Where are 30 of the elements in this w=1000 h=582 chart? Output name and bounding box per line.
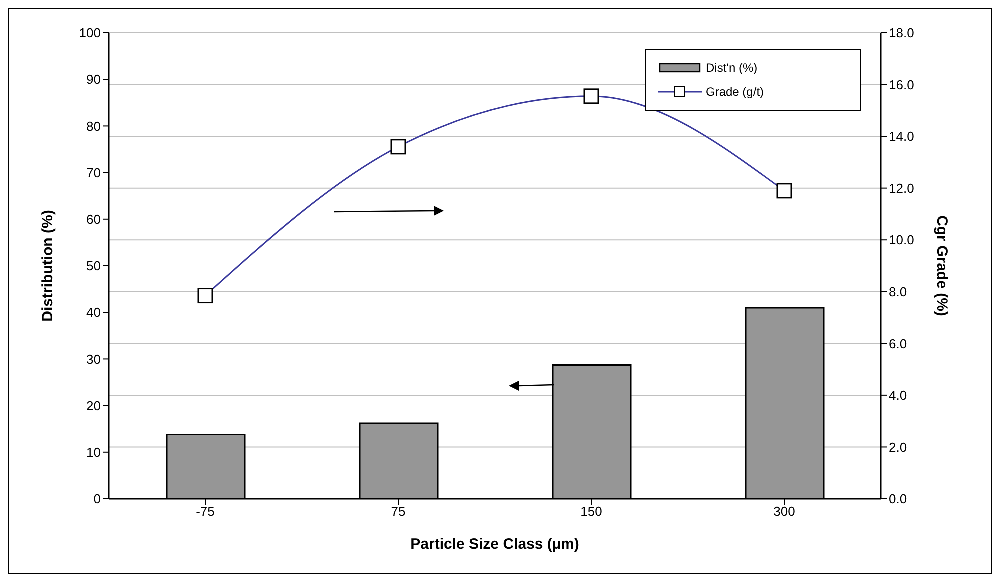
x-tick-label: -75 (196, 504, 215, 520)
legend-label: Dist'n (%) (706, 61, 758, 75)
y-tick-label: 40 (86, 305, 101, 320)
y2-tick-label: 8.0 (889, 284, 908, 300)
y-tick-label: 10 (86, 445, 101, 460)
y2-tick-label: 14.0 (889, 129, 914, 144)
y2-tick-label: 6.0 (889, 336, 908, 352)
y2-tick-label: 12.0 (889, 180, 914, 196)
y-tick-label: 80 (86, 118, 101, 134)
y-tick-label: 50 (86, 258, 101, 274)
y-tick-label: 0 (94, 492, 101, 507)
x-axis-title: Particle Size Class (µm) (410, 536, 580, 553)
x-tick-label: 150 (580, 504, 602, 520)
y-tick-label: 60 (86, 212, 101, 228)
x-tick-label: 300 (774, 504, 796, 520)
y2-axis-title: Cgr Grade (%) (934, 216, 951, 316)
y2-tick-label: 2.0 (889, 440, 908, 455)
y-tick-label: 100 (79, 26, 101, 41)
y-tick-label: 90 (86, 72, 101, 88)
y-tick-label: 70 (86, 165, 101, 180)
y2-tick-label: 0.0 (889, 492, 908, 507)
y2-tick-label: 10.0 (889, 232, 914, 248)
y-tick-label: 30 (86, 352, 101, 367)
y-axis-title: Distribution (%) (39, 210, 56, 322)
y2-tick-label: 4.0 (889, 388, 908, 404)
y2-tick-label: 18.0 (889, 26, 914, 41)
y-tick-label: 20 (86, 398, 101, 414)
x-tick-label: 75 (391, 504, 406, 520)
y2-tick-label: 16.0 (889, 77, 914, 92)
legend-label: Grade (g/t) (706, 85, 764, 99)
